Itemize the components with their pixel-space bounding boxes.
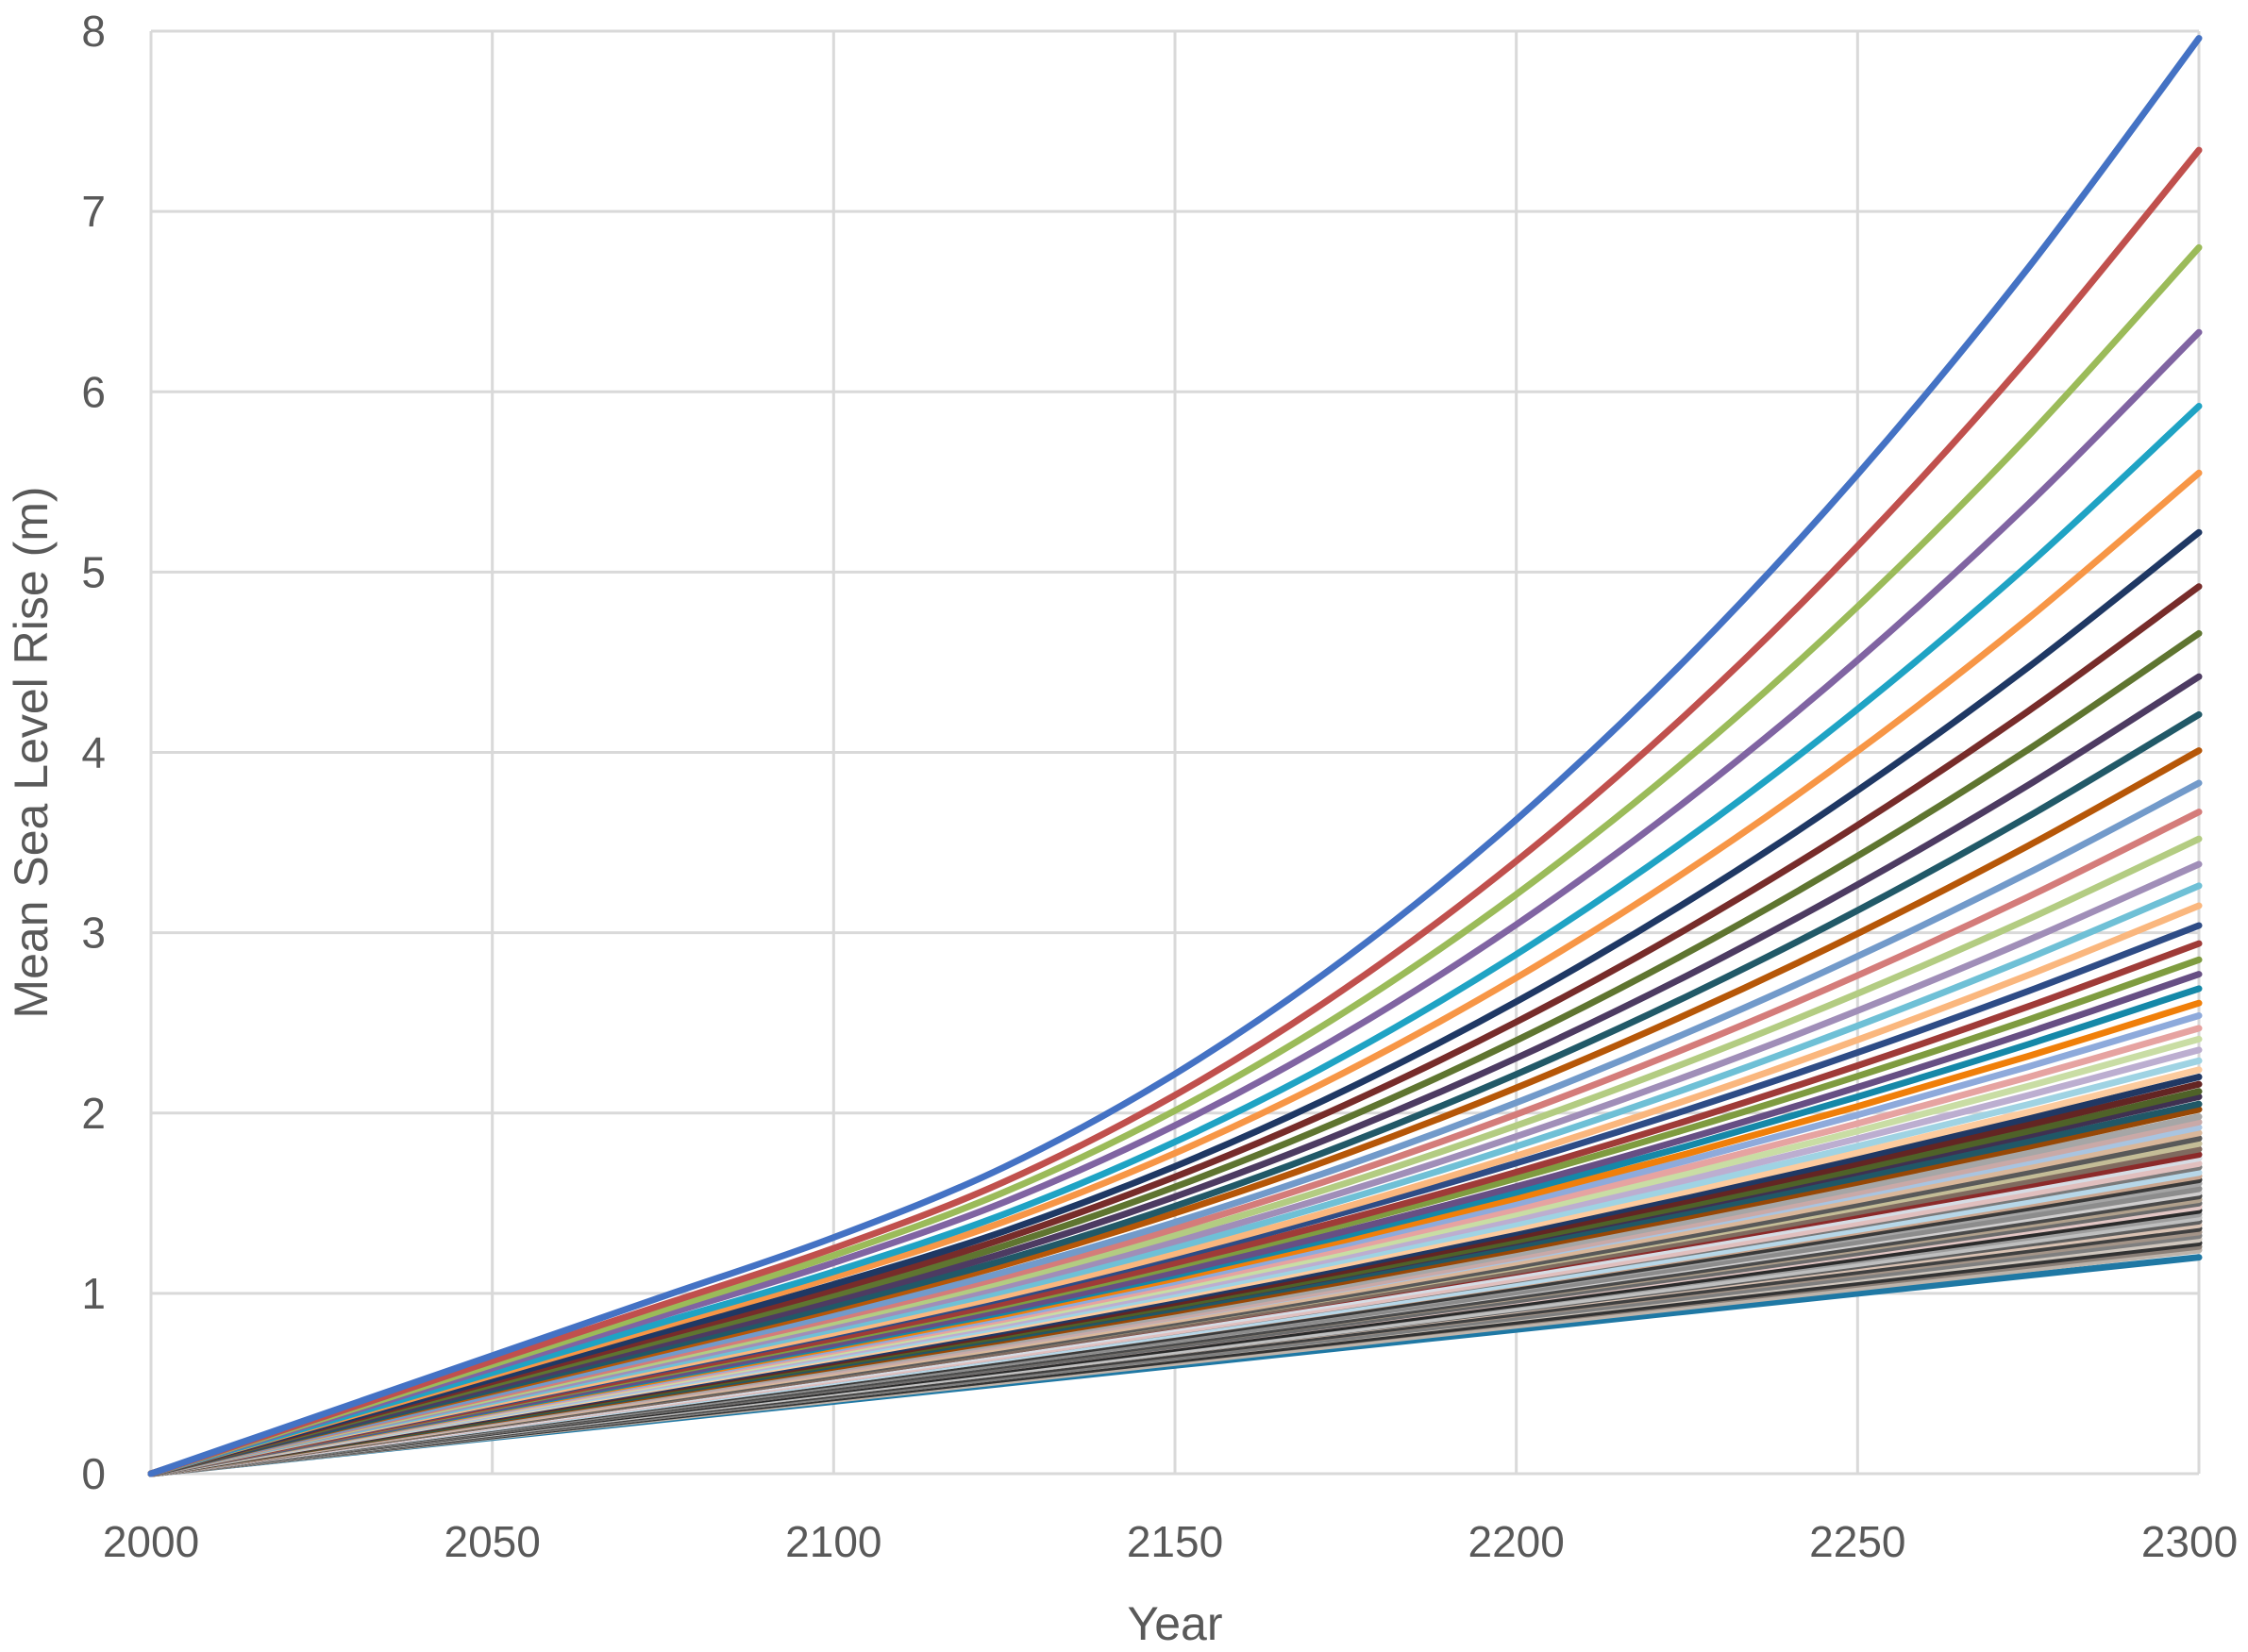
x-tick-label: 2050 xyxy=(444,1517,540,1566)
series-line-5 xyxy=(147,403,2203,1477)
x-tick-label: 2100 xyxy=(785,1517,881,1566)
y-tick-label: 5 xyxy=(81,547,106,596)
y-axis-title: Mean Sea Level Rise (m) xyxy=(5,486,58,1018)
series-line-7 xyxy=(147,528,2203,1477)
series-lines xyxy=(147,35,2203,1477)
y-tick-labels: 0 1 2 3 4 5 6 7 8 xyxy=(81,7,106,1498)
x-tick-label: 2000 xyxy=(103,1517,199,1566)
series-line-4 xyxy=(147,328,2203,1477)
y-tick-label: 4 xyxy=(81,728,106,777)
series-line-1 xyxy=(147,35,2203,1477)
y-tick-label: 7 xyxy=(81,187,106,236)
y-tick-label: 6 xyxy=(81,367,106,416)
y-tick-label: 2 xyxy=(81,1089,106,1138)
y-tick-label: 3 xyxy=(81,909,106,958)
x-tick-label: 2300 xyxy=(2141,1517,2238,1566)
x-tick-labels: 2000 2050 2100 2150 2200 2250 2300 xyxy=(103,1517,2238,1566)
series-line-2 xyxy=(147,146,2203,1477)
x-axis-title: Year xyxy=(1127,1597,1222,1650)
x-tick-label: 2150 xyxy=(1127,1517,1223,1566)
y-tick-label: 0 xyxy=(81,1449,106,1498)
y-tick-label: 8 xyxy=(81,7,106,56)
x-tick-label: 2250 xyxy=(1809,1517,1905,1566)
series-line-3 xyxy=(147,243,2203,1477)
y-tick-label: 1 xyxy=(81,1269,106,1318)
x-tick-label: 2200 xyxy=(1468,1517,1564,1566)
